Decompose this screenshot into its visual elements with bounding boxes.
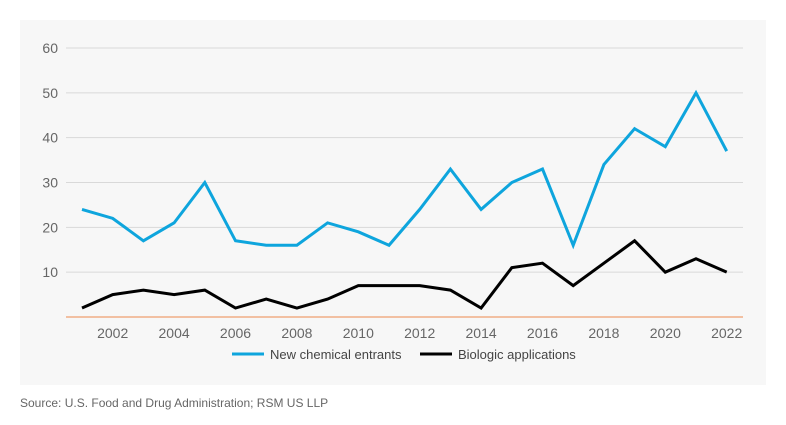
x-tick-label: 2018	[588, 325, 619, 341]
y-tick-label: 50	[42, 85, 58, 101]
y-tick-label: 20	[42, 219, 58, 235]
x-tick-label: 2002	[97, 325, 128, 341]
source-note: Source: U.S. Food and Drug Administratio…	[20, 396, 329, 410]
y-tick-label: 60	[42, 40, 58, 56]
x-tick-label: 2010	[343, 325, 374, 341]
x-tick-label: 2022	[711, 325, 742, 341]
chart-panel	[20, 20, 766, 385]
series-line-biologic	[81, 238, 728, 310]
x-tick-label: 2008	[281, 325, 312, 341]
y-tick-label: 10	[42, 264, 58, 280]
y-tick-label: 40	[42, 130, 58, 146]
x-tick-label: 2014	[466, 325, 497, 341]
x-tick-label: 2020	[650, 325, 681, 341]
x-tick-label: 2006	[220, 325, 251, 341]
y-tick-label: 30	[42, 175, 58, 191]
legend-label: New chemical entrants	[270, 347, 402, 362]
x-tick-label: 2016	[527, 325, 558, 341]
series-line-chemical	[81, 89, 729, 250]
x-tick-label: 2012	[404, 325, 435, 341]
x-tick-label: 2004	[159, 325, 190, 341]
legend-label: Biologic applications	[458, 347, 576, 362]
